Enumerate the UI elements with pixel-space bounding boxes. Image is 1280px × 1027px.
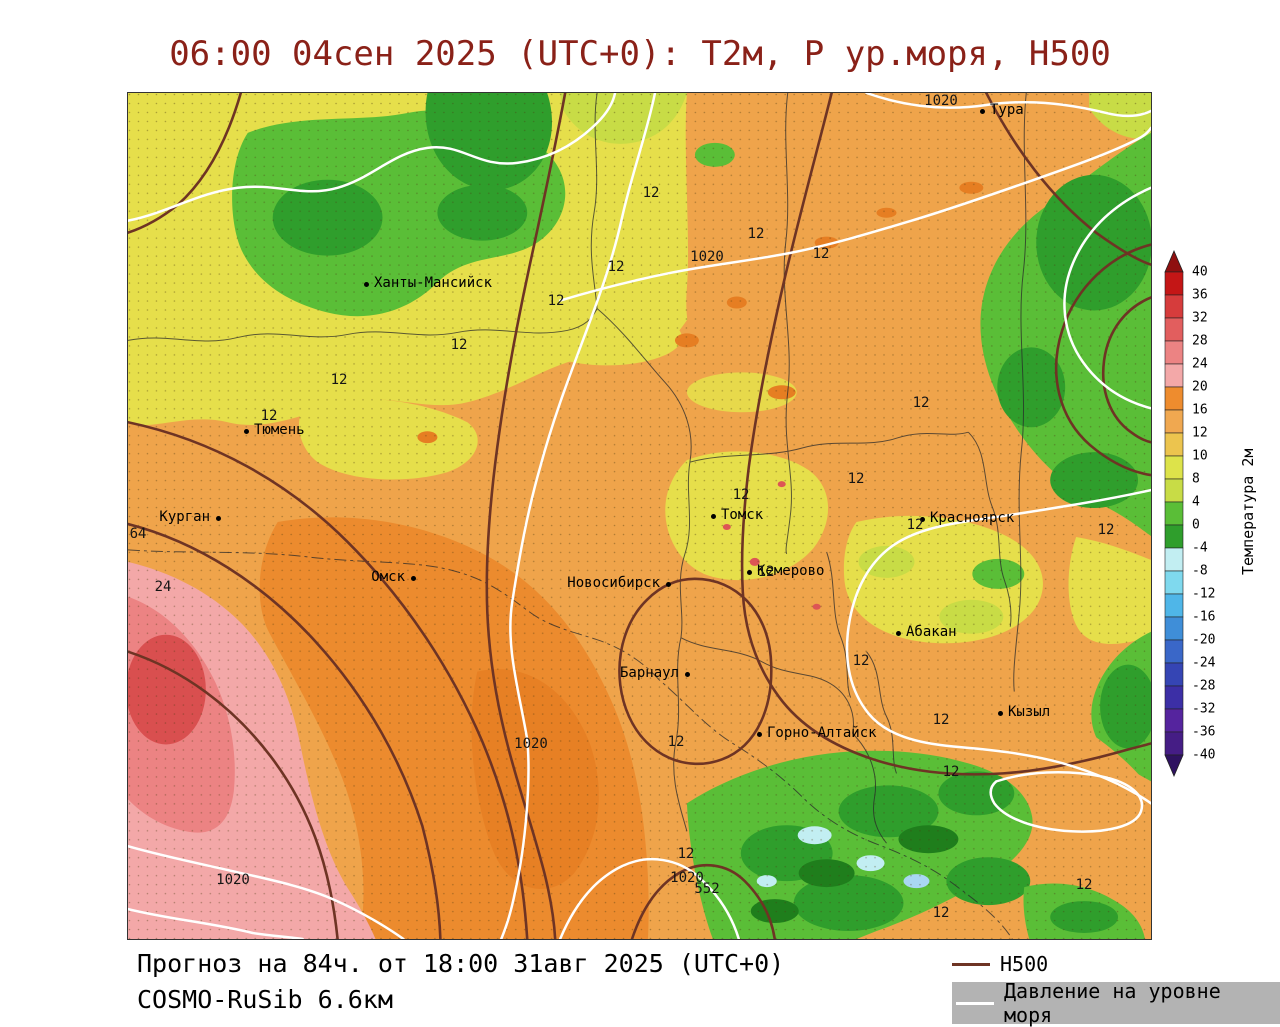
contour-label-temp: 12 — [757, 564, 775, 580]
colorbar-tick: 12 — [1192, 425, 1208, 441]
city-dot — [244, 429, 249, 434]
city-dot — [216, 516, 221, 521]
colorbar-tick: -40 — [1192, 747, 1216, 763]
contour-label-pressure: 1020 — [690, 249, 724, 265]
city-dot — [685, 672, 690, 677]
city-dot — [364, 282, 369, 287]
contour-label-temp: 12 — [847, 471, 865, 487]
map-field-svg — [128, 93, 1151, 939]
city-label: Красноярск — [930, 510, 1015, 526]
contour-label-temp: 12 — [747, 226, 765, 242]
city-dot — [998, 711, 1003, 716]
colorbar-tick: -16 — [1192, 609, 1216, 625]
colorbar-tick: -12 — [1192, 586, 1216, 602]
city-label: Ханты-Мансийск — [374, 275, 493, 291]
colorbar-tick: 24 — [1192, 356, 1208, 372]
contour-label-temp: 12 — [906, 517, 924, 533]
city-label: Новосибирск — [567, 575, 660, 591]
contour-label-temp: 12 — [260, 408, 278, 424]
colorbar-tick: 28 — [1192, 333, 1208, 349]
pressure-legend-label: Давление на уровне моря — [1004, 979, 1221, 1027]
contour-label-pressure: 1020 — [670, 870, 704, 886]
contour-label-temp: 12 — [1075, 877, 1093, 893]
colorbar-tick: 10 — [1192, 448, 1208, 464]
contour-label-temp: 12 — [667, 734, 685, 750]
colorbar-tick: 32 — [1192, 310, 1208, 326]
colorbar-tick: 36 — [1192, 287, 1208, 303]
contour-label-temp: 12 — [932, 712, 950, 728]
contour-label-h500: 552 — [694, 881, 720, 897]
contour-label-temp: 12 — [330, 372, 348, 388]
city-dot — [757, 732, 762, 737]
colorbar-tick: -36 — [1192, 724, 1216, 740]
contour-label-temp: 12 — [607, 259, 625, 275]
city-dot — [896, 631, 901, 636]
city-dot — [666, 582, 671, 587]
city-label: Тюмень — [254, 422, 305, 438]
contour-label-h500: 64 — [129, 526, 147, 542]
weather-map: Тура Ханты-Мансийск Тюмень Курган Омск Томск К… — [127, 92, 1152, 940]
contour-label-temp: 12 — [932, 905, 950, 921]
h500-contour-lines — [128, 93, 1151, 939]
city-label: Абакан — [906, 624, 957, 640]
contour-label-pressure: 1020 — [514, 736, 548, 752]
h500-line-swatch — [952, 962, 990, 966]
contour-label-pressure: 1020 — [924, 93, 958, 109]
city-dot — [747, 570, 752, 575]
city-label: Омск — [371, 569, 405, 585]
city-dot — [920, 517, 925, 522]
contour-label-temp: 12 — [942, 764, 960, 780]
city-dot — [411, 576, 416, 581]
footer: Прогноз на 84ч. от 18:00 31авг 2025 (UTC… — [137, 946, 784, 1018]
city-label: Тура — [990, 102, 1024, 118]
contour-label-temp: 12 — [852, 653, 870, 669]
colorbar-tick: -8 — [1192, 563, 1208, 579]
contour-label-pressure: 1020 — [216, 872, 250, 888]
contour-label-temp: 12 — [642, 185, 660, 201]
legend-h500: H500 — [952, 950, 1048, 978]
contour-label-temp: 12 — [912, 395, 930, 411]
colorbar-tick: -32 — [1192, 701, 1216, 717]
colorbar-tick: 20 — [1192, 379, 1208, 395]
colorbar-title: Температура 2м — [1239, 448, 1257, 575]
city-label: Кемерово — [757, 563, 825, 579]
colorbar-tick: -28 — [1192, 678, 1216, 694]
contour-label-temp: 12 — [1097, 522, 1115, 538]
colorbar-tick: 8 — [1192, 471, 1200, 487]
contour-label-temp: 12 — [812, 246, 830, 262]
colorbar-tick: 40 — [1192, 264, 1208, 280]
city-label: Томск — [721, 507, 764, 523]
colorbar-tick: 16 — [1192, 402, 1208, 418]
h500-legend-label: H500 — [1000, 952, 1049, 976]
legend-pressure: Давление на уровне моря — [952, 979, 1280, 1027]
city-label: Горно-Алтайск — [767, 725, 877, 741]
colorbar-bar — [1164, 249, 1234, 781]
admin-borders — [128, 93, 1027, 939]
colorbar: 40 36 32 28 24 20 16 12 10 8 4 0 -4 -8 -12 -16 -20 -24 -28… — [1164, 249, 1234, 781]
city-dot — [711, 514, 716, 519]
map-overlay: Тура Ханты-Мансийск Тюмень Курган Омск Томск К… — [128, 93, 1151, 939]
pressure-contour-lines — [128, 93, 1151, 939]
city-label: Кызыл — [1008, 704, 1051, 720]
contour-label-temp: 12 — [547, 293, 565, 309]
colorbar-tick: 0 — [1192, 517, 1200, 533]
contour-label-temp: 12 — [677, 846, 695, 862]
colorbar-ticks: 40 36 32 28 24 20 16 12 10 8 4 0 -4 -8 -12 -16 -20 -24 -28… — [1164, 250, 1234, 780]
city-label: Барнаул — [619, 665, 679, 681]
page-title: 06:00 04сен 2025 (UTC+0): Т2м, P ур.моря… — [169, 34, 1111, 74]
colorbar-tick: -24 — [1192, 655, 1216, 671]
contour-label-temp: 12 — [450, 337, 468, 353]
contour-label-temp: 12 — [732, 487, 750, 503]
colorbar-tick: -4 — [1192, 540, 1208, 556]
city-label: Курган — [159, 509, 210, 525]
pressure-line-swatch — [956, 1001, 994, 1005]
forecast-info-line: Прогноз на 84ч. от 18:00 31авг 2025 (UTC… — [137, 949, 785, 978]
colorbar-tick: 4 — [1192, 494, 1200, 510]
city-dot — [980, 109, 985, 114]
model-info-line: COSMO-RuSib 6.6км — [137, 985, 393, 1014]
contour-label-temp: 24 — [154, 579, 172, 595]
colorbar-tick: -20 — [1192, 632, 1216, 648]
